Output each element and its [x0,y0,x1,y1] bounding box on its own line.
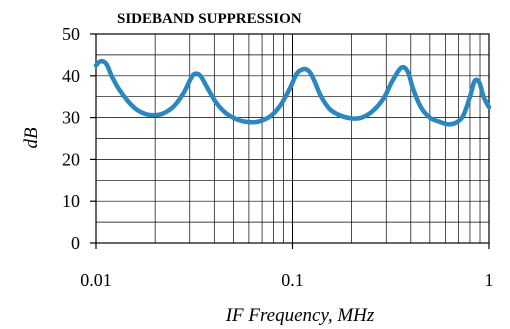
y-tick-labels: 0 10 20 30 40 50 [62,24,80,253]
title-background [96,10,366,32]
grid [96,34,489,243]
y-tick-label: 30 [62,108,80,128]
y-tick-label: 20 [62,149,80,169]
y-axis-label: dB [21,127,42,149]
x-tick-label: 0.01 [80,270,112,290]
y-tick-label: 10 [62,191,80,211]
chart-title: SIDEBAND SUPPRESSION [117,11,302,27]
series-line [93,58,492,127]
y-tick-label: 40 [62,66,80,86]
x-axis-label: IF Frequency, MHz [225,305,375,326]
x-tick-label: 1 [485,270,494,290]
y-tick-label: 0 [71,233,80,253]
x-tick-label: 0.1 [281,270,304,290]
tick-marks [90,33,490,249]
y-tick-label: 50 [62,24,80,44]
x-tick-labels: 0.01 0.1 1 [80,270,493,290]
